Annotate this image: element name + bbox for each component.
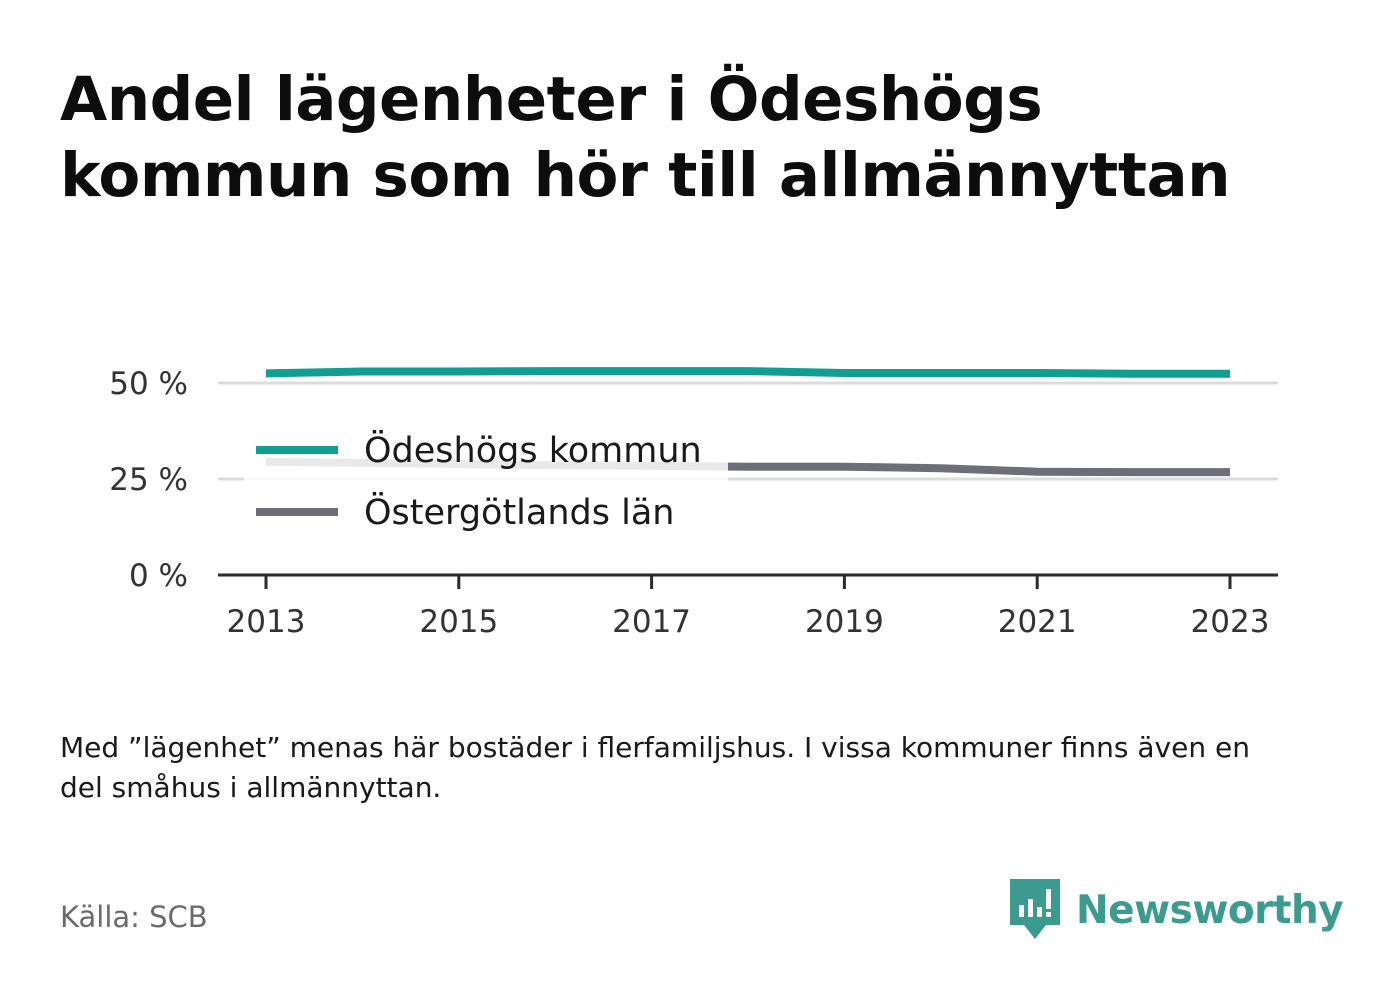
x-tick-label: 2021	[998, 604, 1077, 640]
source-label: Källa: SCB	[60, 900, 208, 934]
legend: Ödeshögs kommun Östergötlands län	[244, 418, 728, 540]
legend-label: Ödeshögs kommun	[364, 429, 702, 471]
x-tick-label: 2023	[1191, 604, 1270, 640]
x-tick-label: 2017	[612, 604, 691, 640]
logo-text: Newsworthy	[1076, 887, 1344, 933]
y-tick-label: 25 %	[109, 462, 188, 498]
x-tick-label: 2013	[227, 604, 306, 640]
x-tick-label: 2015	[419, 604, 498, 640]
line-chart: 0 % 25 % 50 % 2013 2015 2017 2019 2021 2023 Öde…	[109, 366, 1278, 640]
legend-background	[244, 418, 728, 540]
y-tick-label: 50 %	[109, 366, 188, 402]
newsworthy-logo-icon	[1010, 879, 1060, 939]
x-tick-label: 2019	[805, 604, 884, 640]
x-axis: 2013 2015 2017 2019 2021 2023	[218, 573, 1278, 640]
footnote: Med ”lägenhet” menas här bostäder i fler…	[60, 731, 1250, 804]
legend-label: Östergötlands län	[364, 491, 674, 533]
chart-title: Andel lägenheter i Ödeshögs kommun som h…	[60, 64, 1231, 211]
y-axis-labels: 0 % 25 % 50 %	[109, 366, 188, 594]
y-tick-label: 0 %	[129, 558, 188, 594]
series-line-odeshogs-kommun	[265, 367, 1230, 378]
newsworthy-logo[interactable]: Newsworthy	[1010, 878, 1344, 942]
